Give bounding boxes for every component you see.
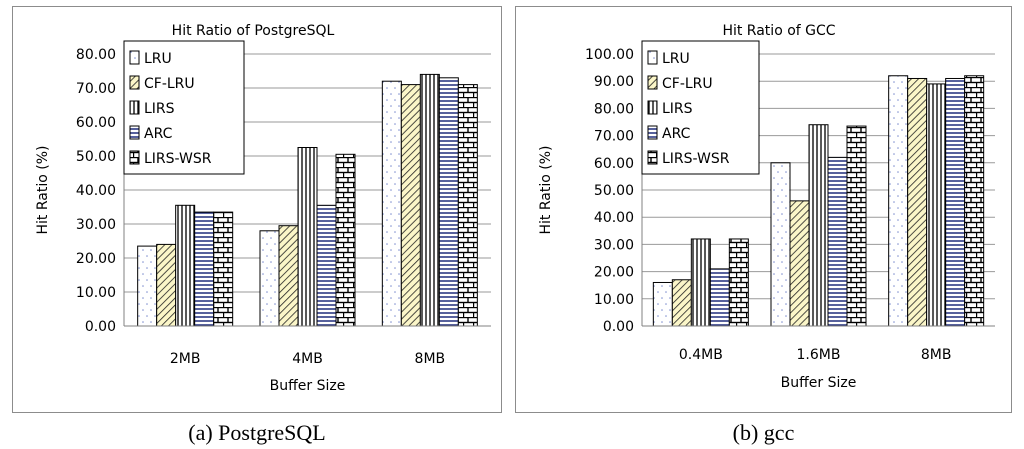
bar-lirs-8mb bbox=[419, 73, 440, 327]
bar-lirs-wsr-1-6mb bbox=[846, 125, 867, 327]
x-axis-label: Buffer Size bbox=[270, 378, 346, 394]
bar-arc-1-6mb bbox=[827, 156, 848, 327]
legend-swatch-lirs bbox=[647, 100, 658, 115]
bar-lru-0-4mb bbox=[652, 281, 673, 327]
y-tick-label: 70.00 bbox=[594, 129, 634, 145]
bar-lru-2mb bbox=[137, 245, 158, 327]
bar-lru-8mb bbox=[381, 80, 402, 327]
y-tick-label: 0.00 bbox=[85, 319, 116, 335]
legend-box bbox=[123, 40, 245, 175]
legend-swatch-cf-lru bbox=[129, 75, 140, 90]
bar-lirs-wsr-8mb bbox=[964, 75, 985, 327]
caption-postgresql: (a) PostgreSQL bbox=[188, 420, 326, 445]
y-tick-label: 20.00 bbox=[76, 251, 116, 267]
y-tick-label: 100.00 bbox=[585, 47, 634, 63]
x-tick-label: 1.6MB bbox=[797, 347, 841, 363]
bar-cf-lru-2mb bbox=[156, 243, 177, 327]
legend-label-lru: LRU bbox=[144, 51, 172, 67]
legend-swatch-arc bbox=[129, 125, 140, 140]
legend-swatch-lru bbox=[647, 50, 658, 65]
y-tick-label: 0.00 bbox=[603, 319, 634, 335]
chart-gcc-svg: Hit Ratio of GCC 0.00 10.00 20.00 30.00 40.00… bbox=[538, 23, 995, 391]
chart-title: Hit Ratio of GCC bbox=[722, 23, 835, 39]
y-tick-label: 40.00 bbox=[76, 183, 116, 199]
bar-lirs-wsr-8mb bbox=[457, 84, 478, 327]
y-axis-label: Hit Ratio (%) bbox=[538, 146, 554, 235]
y-tick-label: 60.00 bbox=[76, 115, 116, 131]
bar-cf-lru-0-4mb bbox=[671, 279, 692, 327]
bar-arc-8mb bbox=[945, 77, 966, 327]
legend-swatch-lirs bbox=[129, 100, 140, 115]
bar-arc-2mb bbox=[194, 211, 215, 327]
bar-lirs-8mb bbox=[926, 83, 947, 327]
legend: LRU CF-LRU LIRS ARC LIRS-WSR bbox=[641, 40, 760, 175]
bar-cf-lru-1-6mb bbox=[789, 200, 810, 327]
bar-cf-lru-8mb bbox=[907, 77, 928, 327]
legend-label-arc: ARC bbox=[662, 126, 691, 142]
legend-swatch-lru bbox=[129, 50, 140, 65]
caption-gcc: (b) gcc bbox=[732, 420, 795, 445]
y-axis-label: Hit Ratio (%) bbox=[35, 146, 51, 235]
legend-label-lirs: LIRS bbox=[144, 101, 175, 117]
bar-lru-1-6mb bbox=[770, 162, 791, 327]
legend-label-cf-lru: CF-LRU bbox=[144, 76, 195, 92]
chart-postgresql-svg: Hit Ratio of PostgreSQL 0.00 10.00 20.00 30.… bbox=[35, 23, 491, 394]
y-tick-label: 30.00 bbox=[594, 237, 634, 253]
x-tick-label: 4MB bbox=[292, 351, 323, 367]
bar-arc-0-4mb bbox=[709, 268, 730, 327]
bar-lirs-wsr-4mb bbox=[335, 153, 356, 327]
y-tick-label: 60.00 bbox=[594, 156, 634, 172]
y-tick-label: 30.00 bbox=[76, 217, 116, 233]
bar-lirs-1-6mb bbox=[808, 124, 829, 327]
bar-lru-4mb bbox=[259, 230, 280, 327]
legend-label-lirs-wsr: LIRS-WSR bbox=[144, 151, 212, 167]
x-tick-label: 0.4MB bbox=[679, 347, 723, 363]
x-axis-label: Buffer Size bbox=[781, 375, 857, 391]
y-tick-label: 80.00 bbox=[594, 101, 634, 117]
y-tick-label: 80.00 bbox=[76, 47, 116, 63]
y-tick-label: 20.00 bbox=[594, 265, 634, 281]
bar-lirs-wsr-0-4mb bbox=[728, 238, 749, 327]
bar-cf-lru-4mb bbox=[278, 225, 299, 327]
x-tick-label: 8MB bbox=[921, 347, 952, 363]
legend-swatch-arc bbox=[647, 125, 658, 140]
legend-label-arc: ARC bbox=[144, 126, 173, 142]
y-tick-label: 50.00 bbox=[76, 149, 116, 165]
bar-lirs-2mb bbox=[175, 204, 196, 327]
bar-arc-4mb bbox=[316, 204, 337, 327]
bar-lirs-wsr-2mb bbox=[213, 211, 234, 327]
y-tick-label: 10.00 bbox=[76, 285, 116, 301]
y-tick-label: 90.00 bbox=[594, 74, 634, 90]
bar-cf-lru-8mb bbox=[400, 84, 421, 327]
bar-lirs-4mb bbox=[297, 147, 318, 327]
legend: LRU CF-LRU LIRS ARC LIRS-WSR bbox=[123, 40, 245, 175]
y-tick-label: 40.00 bbox=[594, 210, 634, 226]
bar-lru-8mb bbox=[888, 75, 909, 327]
chart-panel-postgresql: Hit Ratio of PostgreSQL 0.00 10.00 20.00 30.… bbox=[12, 6, 502, 413]
legend-label-cf-lru: CF-LRU bbox=[662, 76, 713, 92]
chart-panel-gcc: Hit Ratio of GCC 0.00 10.00 20.00 30.00 40.00… bbox=[515, 6, 1012, 413]
chart-title: Hit Ratio of PostgreSQL bbox=[172, 23, 335, 39]
legend-swatch-cf-lru bbox=[647, 75, 658, 90]
bar-arc-8mb bbox=[438, 77, 459, 327]
legend-swatch-lirs-wsr bbox=[129, 150, 140, 165]
legend-label-lirs-wsr: LIRS-WSR bbox=[662, 151, 730, 167]
y-tick-label: 70.00 bbox=[76, 81, 116, 97]
bar-lirs-0-4mb bbox=[690, 238, 711, 327]
legend-label-lru: LRU bbox=[662, 51, 690, 67]
legend-swatch-lirs-wsr bbox=[647, 150, 658, 165]
y-tick-label: 50.00 bbox=[594, 183, 634, 199]
x-tick-label: 2MB bbox=[170, 351, 201, 367]
x-tick-label: 8MB bbox=[415, 351, 446, 367]
y-tick-label: 10.00 bbox=[594, 292, 634, 308]
legend-label-lirs: LIRS bbox=[662, 101, 693, 117]
legend-box bbox=[641, 40, 760, 175]
